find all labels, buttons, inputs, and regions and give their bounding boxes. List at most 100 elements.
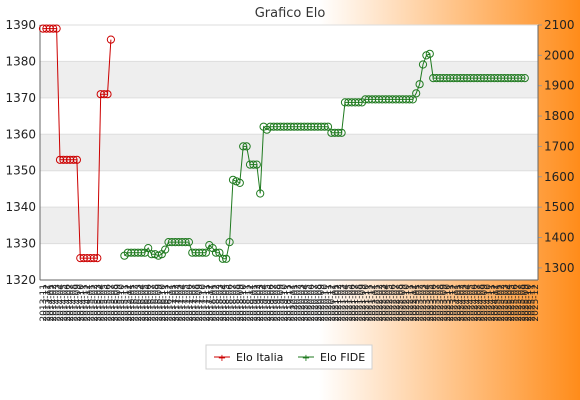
x-tick-label: 2015-08	[110, 284, 120, 322]
grid-band	[40, 134, 538, 171]
data-point-fide	[198, 248, 207, 257]
x-tick-label: 2022-10	[402, 284, 412, 322]
x-tick-label: 2023-03	[419, 284, 429, 322]
x-tick-label: 2015-06	[103, 284, 113, 322]
x-tick-label: 2019-03	[256, 284, 266, 322]
x-tick-label: 2014-10	[76, 284, 86, 322]
x-tick-label: 2018-07	[229, 284, 239, 322]
grid-band	[40, 207, 538, 244]
y-right-tick-label: 2000	[544, 48, 575, 62]
x-tick-label: 2023-11	[446, 284, 456, 322]
x-tick-label: 2014-05	[59, 284, 69, 322]
x-tick-label: 2021-05	[344, 284, 354, 322]
x-tick-label: 2021-08	[355, 284, 365, 322]
data-point-fide	[211, 248, 221, 257]
data-point-fide	[412, 89, 421, 98]
x-tick-label: 2022-03	[378, 284, 388, 322]
x-tick-label: 2025-03	[500, 284, 510, 322]
x-tick-label: 2022-11	[405, 284, 415, 322]
x-tick-label: 2016-09	[154, 284, 164, 322]
x-tick-label: 2024-10	[483, 284, 493, 322]
x-tick-label: 2022-06	[388, 284, 398, 322]
x-tick-label: 2018-06	[226, 284, 236, 322]
x-tick-label: 2014-09	[73, 284, 83, 322]
x-tick-label: 2015-01	[87, 284, 97, 322]
data-point-italia	[106, 35, 116, 44]
x-tick-label: 2022-01	[372, 284, 382, 322]
x-tick-label: 2025-06	[511, 284, 521, 322]
x-tick-label: 2024-09	[480, 284, 490, 322]
x-tick-label: 2025-08	[517, 284, 527, 322]
x-tick-label: 2023-12	[450, 284, 460, 322]
x-tick-label: 2015-10	[117, 284, 127, 322]
x-tick-label: 2022-07	[392, 284, 402, 322]
x-tick-label: 2022-02	[375, 284, 385, 322]
y-right-tick-label: 1400	[544, 231, 575, 245]
x-tick-label: 2017-08	[192, 284, 202, 322]
x-tick-label: 2023-08	[436, 284, 446, 322]
y-left-tick-label: 1320	[5, 273, 36, 287]
x-tick-label: 2019-04	[260, 284, 270, 322]
x-tick-label: 2025-12	[531, 284, 541, 322]
x-tick-label: 2021-10	[361, 284, 371, 322]
data-point-fide	[354, 98, 363, 107]
data-point-fide	[215, 248, 224, 257]
x-tick-label: 2018-01	[209, 284, 219, 322]
x-tick-label: 2020-10	[321, 284, 331, 322]
x-tick-label: 2020-08	[314, 284, 324, 322]
x-tick-label: 2025-04	[504, 284, 514, 322]
data-point-italia	[100, 90, 109, 99]
data-point-fide	[503, 74, 512, 83]
x-tick-label: 2020-01	[290, 284, 300, 322]
data-point-fide	[334, 128, 343, 137]
grid-band	[40, 61, 538, 98]
data-point-fide	[408, 95, 417, 104]
data-point-fide	[402, 95, 411, 104]
x-tick-label: 2015-07	[107, 284, 117, 322]
y-right-tick-label: 1300	[544, 261, 575, 275]
x-tick-label: 2017-12	[205, 284, 215, 322]
x-tick-label: 2017-03	[175, 284, 185, 322]
chart-title: Grafico Elo	[255, 6, 326, 21]
x-tick-label: 2025-07	[514, 284, 524, 322]
x-tick-label: 2016-01	[127, 284, 137, 322]
x-tick-label: 2016-04	[137, 284, 147, 322]
x-tick-label: 2018-03	[215, 284, 225, 322]
x-tick-label: 2017-04	[178, 284, 188, 322]
x-tick-label: 2015-09	[114, 284, 124, 322]
legend-italia-marker: +	[218, 353, 226, 364]
x-tick-label: 2020-03	[297, 284, 307, 322]
x-tick-label: 2014-01	[46, 284, 56, 322]
x-tick-label: 2021-09	[358, 284, 368, 322]
x-tick-label: 2013-11	[39, 284, 49, 322]
x-tick-label: 2016-10	[158, 284, 168, 322]
x-tick-label: 2021-06	[348, 284, 358, 322]
x-tick-label: 2019-02	[253, 284, 263, 322]
data-point-fide	[415, 80, 424, 89]
y-right-tick-label: 1900	[544, 79, 575, 93]
x-tick-label: 2023-04	[422, 284, 432, 322]
x-tick-label: 2017-09	[195, 284, 205, 322]
y-left-tick-label: 1340	[5, 200, 36, 214]
data-point-fide	[517, 74, 526, 83]
x-tick-label: 2022-05	[385, 284, 395, 322]
x-tick-label: 2024-03	[460, 284, 470, 322]
data-point-fide	[323, 122, 333, 131]
data-point-italia	[59, 155, 68, 164]
plot-area: 1320 1330 1340 1350 1360 1370 1380 1390 1300 1400…	[5, 18, 574, 322]
data-point-fide	[520, 74, 529, 83]
x-tick-label: 2020-12	[327, 284, 337, 322]
x-tick-label: 2019-06	[266, 284, 276, 322]
data-point-italia	[89, 254, 99, 263]
data-point-fide	[184, 238, 193, 247]
y-left-tick-label: 1330	[5, 237, 36, 251]
x-tick-label: 2017-11	[202, 284, 212, 322]
x-tick-label: 2016-02	[131, 284, 141, 322]
x-tick-label: 2015-04	[97, 284, 107, 322]
x-tick-label: 2017-07	[188, 284, 198, 322]
x-tick-label: 2025-01	[494, 284, 504, 322]
x-tick-label: 2018-11	[243, 284, 253, 322]
x-tick-label: 2020-09	[317, 284, 327, 322]
x-tick-label: 2014-06	[63, 284, 73, 322]
